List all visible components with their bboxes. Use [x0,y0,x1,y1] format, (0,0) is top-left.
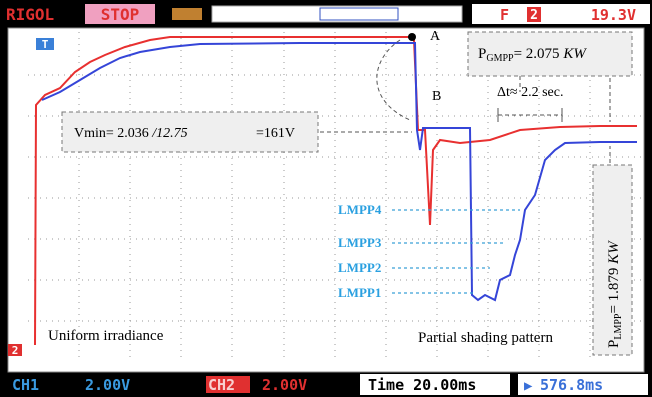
offset: 576.8ms [540,376,603,394]
plmpp-eq: = 1.879 [606,264,622,314]
ch2: CH2 [208,376,235,394]
trigger-level: 19.3V [591,6,636,24]
ch1-scale: 2.00V [85,376,130,394]
time: Time 20.00ms [368,376,476,394]
screen [8,28,644,372]
ch2-scale: 2.00V [262,376,307,394]
lmpp2: LMPP2 [338,260,381,275]
pgmpp-eq: = 2.075 [514,46,564,62]
vmin: Vmin= 2.036 /12.75 [74,126,188,141]
plmpp-sub: LMPP [613,313,624,340]
point-a: A [430,29,441,44]
pgmpp-unit: KW [562,46,587,62]
uniform-label: Uniform irradiance [48,328,164,344]
delta-t: Δt≈ 2.2 sec. [497,85,563,100]
ch2-marker-label: 2 [12,344,19,357]
lmpp3: LMPP3 [338,235,382,250]
lmpp1: LMPP1 [338,285,381,300]
point-b: B [432,89,441,104]
memory-icon [172,8,202,20]
trigger-edge: F [500,6,509,24]
partial-label: Partial shading pattern [418,330,553,346]
lmpp4: LMPP4 [338,202,382,217]
plmpp-p: P [606,340,622,348]
ch1: CH1 [12,376,39,394]
trigger-source: 2 [530,8,538,23]
brand: RIGOL [6,5,54,24]
trigger-marker-label: T [42,38,49,51]
vmin-italic: /12.75 [151,126,187,141]
offset-arrow: ▶ [524,378,533,394]
pgmpp-p: P [478,46,486,62]
state: STOP [101,5,140,24]
plmpp-unit: KW [606,240,622,265]
point-a-dot [408,33,416,41]
scope-screen: RIGOL STOP F 2 19.3V T 2 A B PGMPP= 2.07… [0,0,652,397]
page: {"header": {"brand": "RIGOL", "state": "… [0,0,652,397]
pgmpp-sub: GMPP [486,53,514,64]
vmin-result: =161V [256,126,295,141]
vmin-text: Vmin= 2.036 [74,126,152,141]
